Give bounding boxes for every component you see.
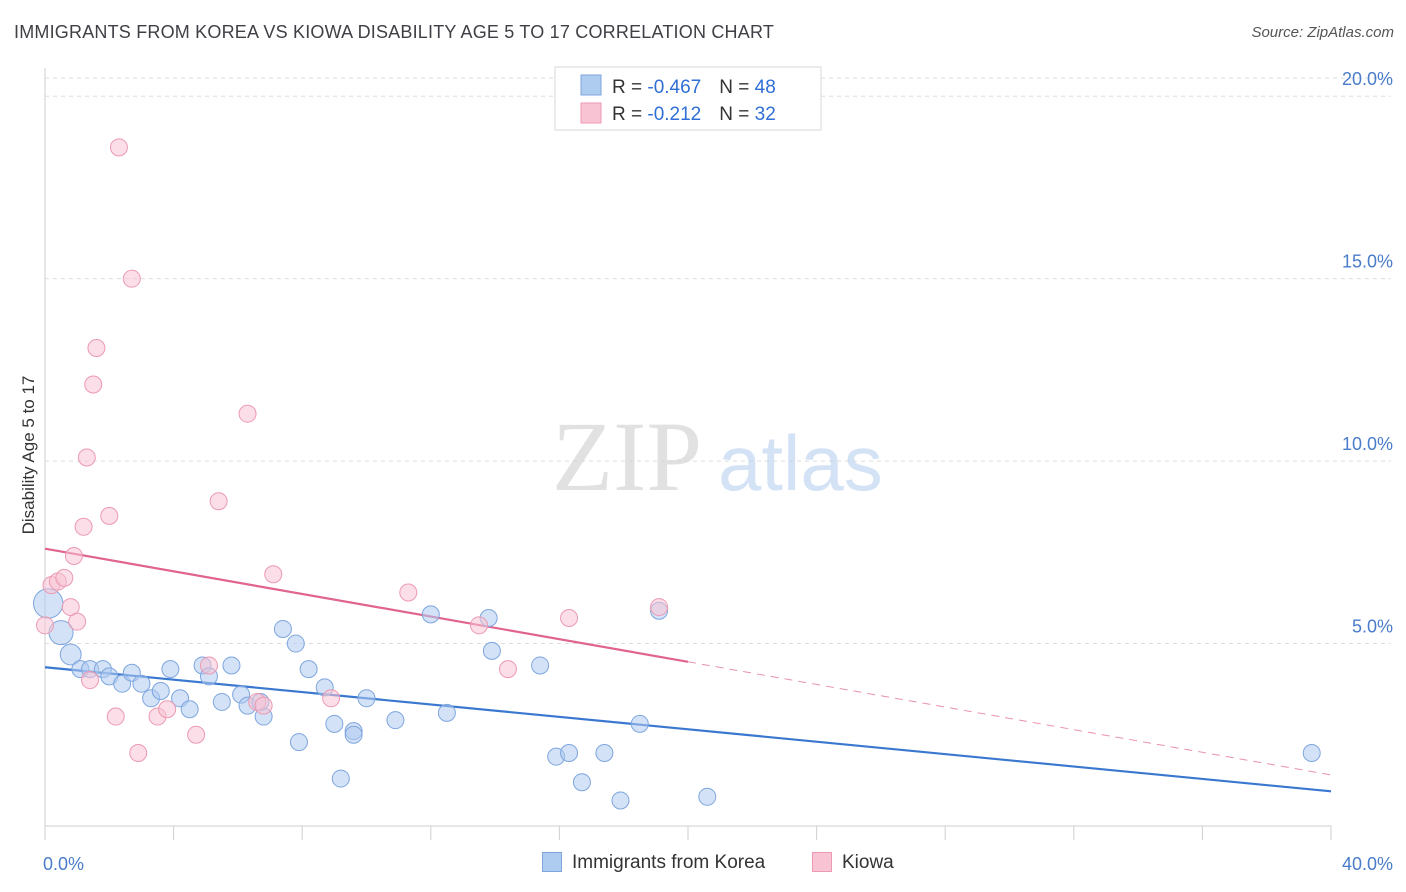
kiowa-point-25 xyxy=(322,689,341,708)
grid-layer xyxy=(45,77,1391,645)
korea-point-12 xyxy=(161,660,180,679)
kiowa-point-22 xyxy=(238,404,257,423)
kiowa-point-10 xyxy=(87,339,106,358)
kiowa-point-9 xyxy=(84,375,103,394)
korea-point-28 xyxy=(325,714,344,733)
korea-point-25 xyxy=(299,660,318,679)
korea-point-23 xyxy=(273,619,292,638)
bottom-legend-swatch-korea xyxy=(542,852,562,872)
korea-point-18 xyxy=(222,656,241,675)
kiowa-point-24 xyxy=(264,565,283,584)
trend-layer xyxy=(44,547,1332,793)
legend-swatch-korea xyxy=(580,74,602,96)
korea-point-14 xyxy=(180,700,199,719)
korea-point-9 xyxy=(132,674,151,693)
points-layer xyxy=(32,138,1321,810)
trend-line-dashed-kiowa xyxy=(687,661,1332,776)
y-axis-label: Disability Age 5 to 17 xyxy=(19,376,38,535)
korea-point-2 xyxy=(59,643,82,666)
kiowa-point-18 xyxy=(158,700,177,719)
bottom-legend-korea: Immigrants from Korea xyxy=(542,852,765,874)
kiowa-point-15 xyxy=(122,269,141,288)
kiowa-point-6 xyxy=(68,612,87,631)
korea-point-41 xyxy=(572,773,591,792)
legend-n-value-korea: 48 xyxy=(755,77,776,98)
kiowa-point-0 xyxy=(36,616,54,635)
x-tick-label-0: 0.0% xyxy=(43,854,84,874)
stats-legend: R = -0.467 N = 48 R = -0.212 N = 32 xyxy=(554,66,822,131)
watermark-zip: ZIP xyxy=(552,401,702,512)
korea-point-17 xyxy=(212,692,231,711)
legend-r-label-korea: R = xyxy=(612,77,647,98)
korea-point-26 xyxy=(289,733,308,752)
legend-r-value-korea: -0.467 xyxy=(647,77,701,98)
y-tick-label-3: 20.0% xyxy=(1342,69,1393,89)
legend-swatch-kiowa xyxy=(580,102,602,124)
korea-point-42 xyxy=(595,744,614,763)
chart-source: Source: ZipAtlas.com xyxy=(1251,24,1394,41)
kiowa-point-21 xyxy=(209,492,228,511)
legend-r-value-kiowa: -0.212 xyxy=(647,104,701,125)
axes-layer: 5.0% 10.0% 15.0% 20.0% 0.0% 40.0% xyxy=(43,68,1393,874)
legend-r-label-kiowa: R = xyxy=(612,104,647,125)
kiowa-point-20 xyxy=(199,656,218,675)
korea-point-11 xyxy=(151,681,170,700)
korea-point-33 xyxy=(386,711,405,730)
y-tick-label-1: 10.0% xyxy=(1342,434,1393,454)
legend-n-value-kiowa: 32 xyxy=(755,104,776,125)
kiowa-point-8 xyxy=(77,448,96,467)
korea-point-24 xyxy=(286,634,305,653)
kiowa-point-26 xyxy=(399,583,418,602)
legend-row-kiowa: R = -0.212 N = 32 xyxy=(612,104,776,125)
legend-n-label-korea: N = xyxy=(719,77,754,98)
kiowa-point-11 xyxy=(81,671,100,690)
kiowa-point-3 xyxy=(55,568,74,587)
korea-point-47 xyxy=(1302,744,1321,763)
korea-point-43 xyxy=(611,791,630,810)
kiowa-point-31 xyxy=(254,696,273,715)
trend-line-korea xyxy=(44,666,1332,793)
bottom-legend-label-korea: Immigrants from Korea xyxy=(572,852,766,873)
legend-n-label-kiowa: N = xyxy=(719,104,754,125)
kiowa-point-27 xyxy=(470,616,489,635)
chart-title: IMMIGRANTS FROM KOREA VS KIOWA DISABILIT… xyxy=(14,22,775,42)
kiowa-point-12 xyxy=(100,506,119,525)
x-tick-label-1: 40.0% xyxy=(1342,854,1393,874)
korea-point-35 xyxy=(437,703,456,722)
korea-point-32 xyxy=(344,725,363,744)
kiowa-point-7 xyxy=(74,517,93,536)
korea-point-36 xyxy=(482,641,501,660)
korea-point-31 xyxy=(357,689,376,708)
watermark-atlas: atlas xyxy=(718,419,883,507)
korea-point-34 xyxy=(421,605,440,624)
korea-point-38 xyxy=(531,656,550,675)
kiowa-point-29 xyxy=(560,609,579,628)
legend-row-korea: R = -0.467 N = 48 xyxy=(612,77,776,98)
kiowa-point-19 xyxy=(187,725,206,744)
kiowa-point-30 xyxy=(650,598,669,617)
y-tick-label-2: 15.0% xyxy=(1342,252,1393,272)
bottom-legend-kiowa: Kiowa xyxy=(812,852,894,874)
korea-point-44 xyxy=(630,714,649,733)
korea-point-29 xyxy=(331,769,350,788)
kiowa-point-5 xyxy=(64,546,83,565)
watermark: ZIP atlas xyxy=(552,401,883,512)
kiowa-point-14 xyxy=(109,138,128,157)
y-tick-label-0: 5.0% xyxy=(1352,617,1393,637)
bottom-legend-swatch-kiowa xyxy=(812,852,832,872)
trend-line-kiowa xyxy=(44,547,689,663)
kiowa-point-28 xyxy=(498,660,517,679)
bottom-legend-label-kiowa: Kiowa xyxy=(842,852,894,873)
korea-point-46 xyxy=(698,787,717,806)
kiowa-point-13 xyxy=(106,707,125,726)
kiowa-point-16 xyxy=(129,744,148,763)
korea-point-40 xyxy=(560,744,579,763)
